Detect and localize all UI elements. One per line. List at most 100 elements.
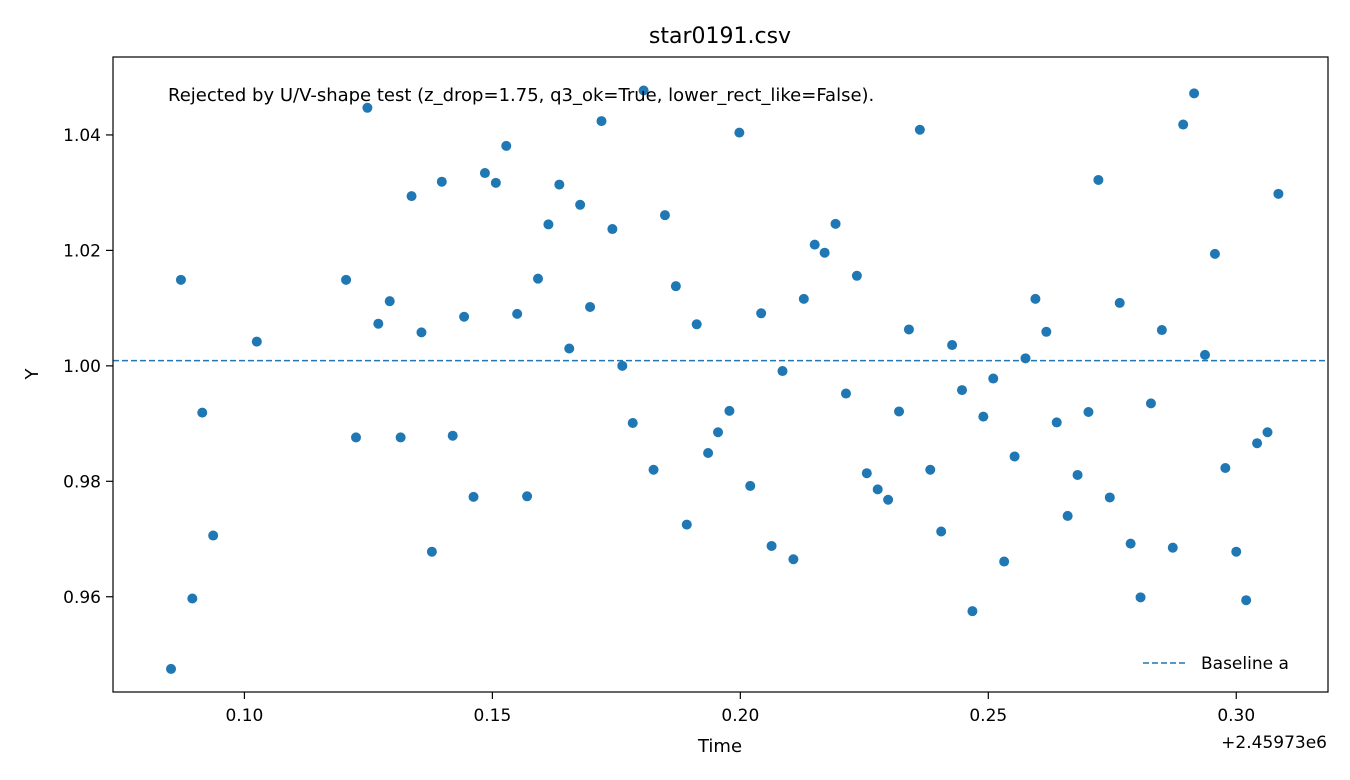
data-point — [809, 239, 820, 250]
data-point — [1167, 542, 1178, 553]
x-axis-label: Time — [697, 736, 742, 757]
plot-frame — [112, 56, 1329, 693]
data-point — [447, 430, 458, 441]
data-point — [1135, 592, 1146, 603]
data-point — [1030, 293, 1041, 304]
data-point — [745, 480, 756, 491]
data-point — [554, 179, 565, 190]
x-axis-offset-label: +2.45973e6 — [1221, 733, 1327, 753]
data-point — [362, 102, 373, 113]
x-tick-label: 0.25 — [969, 706, 1007, 726]
data-point — [999, 556, 1010, 567]
data-point — [1145, 398, 1156, 409]
data-point — [459, 311, 470, 322]
data-point — [187, 593, 198, 604]
data-point — [1200, 349, 1211, 360]
data-point — [819, 247, 830, 258]
y-tick-label: 1.02 — [63, 241, 101, 261]
data-point — [914, 124, 925, 135]
y-axis-label: Y — [22, 368, 43, 381]
data-point — [936, 526, 947, 537]
data-point — [175, 274, 186, 285]
data-point — [490, 177, 501, 188]
data-point — [967, 606, 978, 617]
x-tick-label: 0.20 — [721, 706, 759, 726]
data-point — [522, 491, 533, 502]
data-point — [648, 464, 659, 475]
data-point — [1051, 417, 1062, 428]
data-point — [659, 210, 670, 221]
data-point — [406, 191, 417, 202]
data-point — [1041, 326, 1052, 337]
data-point — [947, 340, 958, 351]
data-point — [479, 168, 490, 179]
data-point — [1093, 174, 1104, 185]
chart-annotation: Rejected by U/V-shape test (z_drop=1.75,… — [168, 85, 874, 106]
data-point — [840, 388, 851, 399]
data-point — [978, 411, 989, 422]
data-point — [575, 199, 586, 210]
data-point — [1178, 119, 1189, 130]
x-tick-label: 0.15 — [473, 706, 511, 726]
data-point — [734, 127, 745, 138]
data-point — [543, 219, 554, 230]
data-point — [957, 385, 968, 396]
data-point — [925, 464, 936, 475]
data-point — [872, 484, 883, 495]
data-point — [373, 318, 384, 329]
data-point — [607, 224, 618, 235]
data-point — [1262, 427, 1273, 438]
data-point — [1231, 546, 1242, 557]
data-point — [670, 281, 681, 292]
data-point — [1252, 438, 1263, 449]
chart-title: star0191.csv — [649, 24, 791, 49]
plot-area: 0.10 0.15 0.20 0.25 0.30 0.96 0.98 1.00 1.02 1.04 — [63, 56, 1329, 726]
data-point — [351, 432, 361, 443]
data-point — [1020, 353, 1031, 364]
data-point — [585, 301, 596, 312]
data-point — [777, 366, 788, 377]
data-point — [1083, 407, 1094, 418]
data-point — [1104, 492, 1115, 503]
legend: Baseline a — [1143, 654, 1289, 674]
data-point — [883, 494, 894, 505]
data-point — [1273, 188, 1284, 199]
x-tick-label: 0.10 — [225, 706, 263, 726]
data-point — [416, 327, 427, 338]
data-point — [468, 491, 479, 502]
data-point — [1220, 463, 1231, 474]
data-point — [1189, 88, 1200, 99]
data-point — [788, 554, 799, 565]
data-point — [894, 406, 905, 417]
data-point — [1114, 297, 1125, 308]
data-point — [1209, 248, 1220, 259]
x-tick-label: 0.30 — [1217, 706, 1255, 726]
data-point — [208, 530, 219, 541]
data-point — [1156, 325, 1167, 336]
data-point — [703, 448, 714, 459]
data-point — [681, 519, 692, 530]
data-point — [341, 274, 352, 285]
y-tick-label: 1.00 — [63, 357, 101, 377]
data-point — [903, 324, 914, 335]
data-point — [724, 405, 735, 416]
data-point — [1241, 595, 1252, 606]
data-point — [533, 273, 544, 284]
data-point — [596, 116, 607, 127]
data-point — [1062, 510, 1073, 521]
data-point — [713, 427, 724, 438]
data-point — [384, 296, 395, 307]
data-point — [756, 308, 767, 319]
data-point — [691, 319, 702, 330]
data-point — [1009, 451, 1020, 462]
data-point — [1072, 469, 1083, 480]
data-point — [501, 140, 512, 151]
data-point — [798, 293, 809, 304]
data-point — [861, 468, 872, 479]
data-point — [617, 360, 628, 371]
data-point — [1125, 538, 1136, 549]
data-point — [851, 270, 862, 281]
y-tick-label: 0.98 — [63, 472, 101, 492]
data-point — [395, 432, 406, 443]
